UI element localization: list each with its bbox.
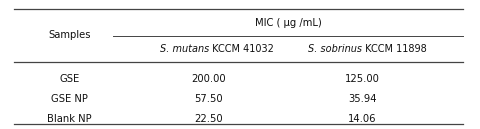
Text: S. mutans: S. mutans [159, 44, 209, 54]
Text: 125.00: 125.00 [345, 74, 380, 84]
Text: 14.06: 14.06 [348, 114, 377, 124]
Text: S. sobrinus: S. sobrinus [308, 44, 362, 54]
Text: Blank NP: Blank NP [48, 114, 92, 124]
Text: 200.00: 200.00 [192, 74, 226, 84]
Text: KCCM 41032: KCCM 41032 [209, 44, 274, 54]
Text: MIC ( μg /mL): MIC ( μg /mL) [254, 18, 322, 28]
Text: 22.50: 22.50 [194, 114, 223, 124]
Text: 35.94: 35.94 [348, 94, 377, 104]
Text: GSE NP: GSE NP [51, 94, 88, 104]
Text: 57.50: 57.50 [194, 94, 223, 104]
Text: Samples: Samples [48, 30, 91, 41]
Text: GSE: GSE [60, 74, 80, 84]
Text: KCCM 11898: KCCM 11898 [362, 44, 427, 54]
